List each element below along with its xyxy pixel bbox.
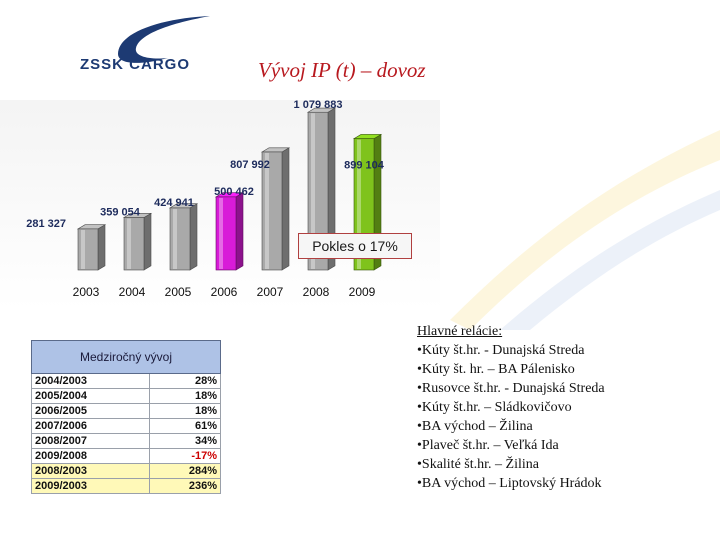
period-cell: 2008/2003 <box>30 463 151 479</box>
bar <box>77 228 99 271</box>
data-label: 500 462 <box>214 186 254 198</box>
bar-highlight <box>173 208 177 269</box>
bar-highlight <box>311 113 315 269</box>
table-row: 2009/2003 236% <box>30 478 221 494</box>
relation-item: •BA východ – Liptovský Hrádok <box>417 476 602 491</box>
zssk-cargo-logo <box>118 16 210 63</box>
relations-list: Hlavné relácie: •Kúty št.hr. - Dunajská … <box>417 322 605 493</box>
relation-item: •Kúty št.hr. – Sládkovičovo <box>417 400 572 415</box>
chart-annotation: Pokles o 17% <box>298 233 412 259</box>
relation-item: •Kúty št.hr. - Dunajská Streda <box>417 343 585 358</box>
bar <box>215 196 237 271</box>
x-tick-label: 2007 <box>257 285 284 299</box>
x-tick-label: 2005 <box>165 285 192 299</box>
relation-item: •Skalité št.hr. – Žilina <box>417 457 539 472</box>
table-row: 2004/2003 28% <box>30 373 221 389</box>
relation-item: •Kúty št. hr. – BA Pálenisko <box>417 362 575 377</box>
period-cell: 2004/2003 <box>30 373 151 389</box>
x-tick-label: 2009 <box>349 285 376 299</box>
bar-side <box>97 224 106 271</box>
relations-heading: Hlavné relácie: <box>417 324 503 339</box>
bar-highlight <box>357 139 361 269</box>
value-cell: 18% <box>149 403 221 419</box>
bar-highlight <box>219 197 223 269</box>
bar-chart: 281 327 2003 359 054 2004 424 941 2005 500 462… <box>26 99 385 299</box>
period-cell: 2007/2006 <box>30 418 151 434</box>
bar-side <box>235 192 244 271</box>
x-tick-label: 2008 <box>303 285 330 299</box>
bar <box>307 111 329 271</box>
x-tick-label: 2003 <box>73 285 100 299</box>
value-cell: 34% <box>149 433 221 449</box>
table-row: 2005/2004 18% <box>30 388 221 404</box>
table-row: 2007/2006 61% <box>30 418 221 434</box>
yoy-table: Medziročný vývoj 2004/2003 28% 2005/2004 1… <box>30 340 221 494</box>
data-label: 281 327 <box>26 218 66 230</box>
bar-side <box>189 203 198 271</box>
value-cell: 236% <box>149 478 221 494</box>
period-cell: 2006/2005 <box>30 403 151 419</box>
period-cell: 2008/2007 <box>30 433 151 449</box>
logo-text: ZSSK CARGO <box>80 56 191 73</box>
table-header: Medziročný vývoj <box>31 340 221 374</box>
value-cell: 284% <box>149 463 221 479</box>
data-label: 899 104 <box>344 160 385 172</box>
bar-side <box>281 147 290 271</box>
value-cell: 18% <box>149 388 221 404</box>
x-tick-label: 2006 <box>211 285 238 299</box>
page-title: Vývoj IP (t) – dovoz <box>258 58 426 82</box>
relation-item: •Plaveč št.hr. – Veľká Ida <box>417 438 559 453</box>
bar-highlight <box>81 229 85 269</box>
x-tick-label: 2004 <box>119 285 146 299</box>
value-cell: 61% <box>149 418 221 434</box>
data-label: 424 941 <box>154 197 194 209</box>
table-row: 2006/2005 18% <box>30 403 221 419</box>
table-row: 2008/2003 284% <box>30 463 221 479</box>
period-cell: 2009/2003 <box>30 478 151 494</box>
relation-item: •Rusovce št.hr. - Dunajská Streda <box>417 381 605 396</box>
data-label: 359 054 <box>100 207 141 219</box>
period-cell: 2005/2004 <box>30 388 151 404</box>
data-label: 807 992 <box>230 159 270 171</box>
period-cell: 2009/2008 <box>30 448 151 464</box>
value-cell: -17% <box>149 448 221 464</box>
bar <box>261 151 283 271</box>
bar-highlight <box>127 218 131 269</box>
bar-side <box>143 212 152 271</box>
value-cell: 28% <box>149 373 221 389</box>
bar-highlight <box>265 152 269 269</box>
bar <box>169 207 191 271</box>
relation-item: •BA východ – Žilina <box>417 419 533 434</box>
table-row: 2009/2008 -17% <box>30 448 221 464</box>
data-label: 1 079 883 <box>294 99 343 111</box>
table-row: 2008/2007 34% <box>30 433 221 449</box>
background-swoosh <box>450 130 720 330</box>
bar <box>123 217 145 271</box>
